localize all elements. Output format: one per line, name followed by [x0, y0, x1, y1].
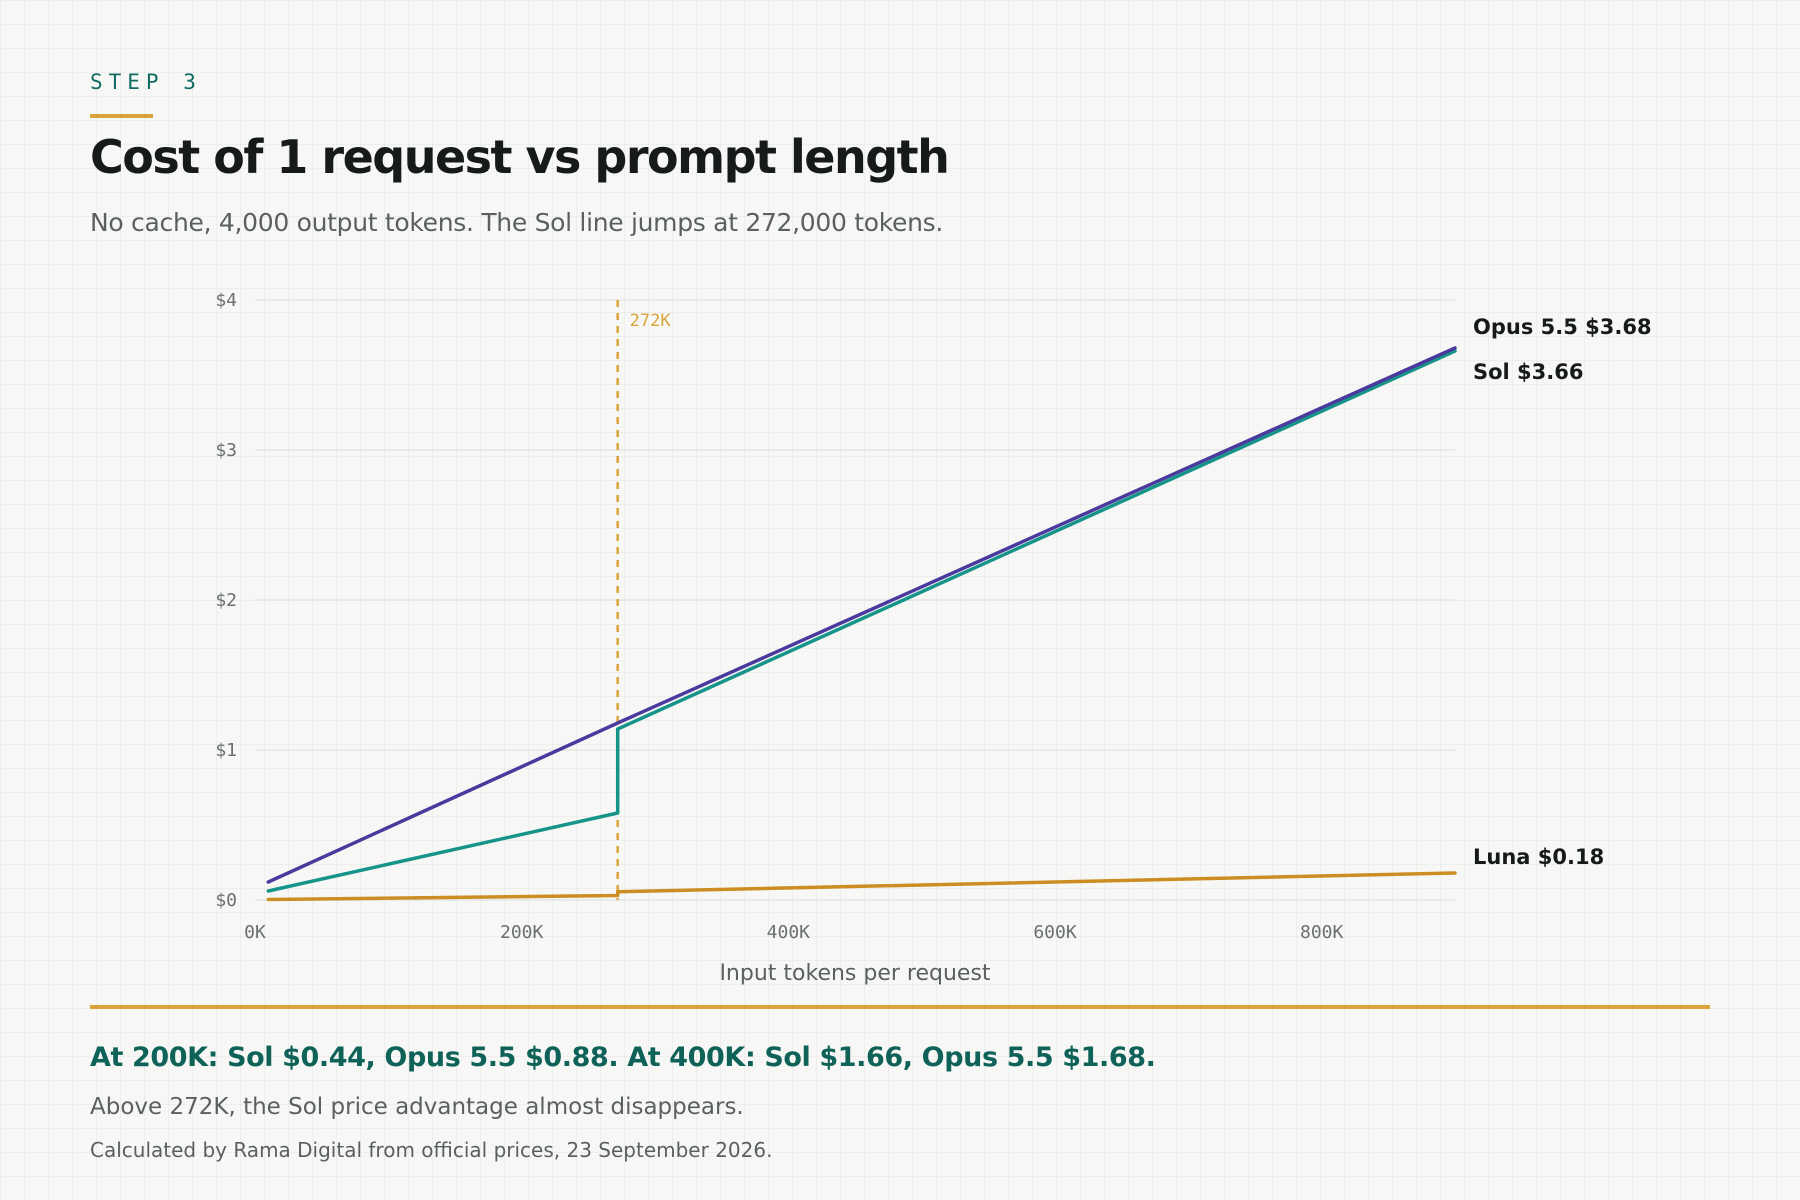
series-line-sol: [266, 349, 1457, 893]
y-tick-label: $4: [215, 290, 237, 311]
step-label: STEP 3: [90, 70, 202, 94]
x-tick-label: 800K: [1300, 922, 1344, 943]
y-tick-label: $0: [215, 890, 237, 911]
step-underline: [90, 114, 153, 118]
y-tick-label: $3: [215, 440, 237, 461]
x-axis-title: Input tokens per request: [719, 961, 990, 986]
series-line-opus-5-5: [266, 346, 1457, 884]
x-tick-label: 200K: [500, 922, 544, 943]
series-end-label: Sol $3.66: [1473, 360, 1584, 384]
y-tick-label: $2: [215, 590, 237, 611]
source-text: Calculated by Rama Digital from official…: [90, 1138, 773, 1162]
chart-grid: [255, 299, 1455, 901]
x-tick-label: 600K: [1033, 922, 1077, 943]
series-end-label: Luna $0.18: [1473, 845, 1604, 869]
section-divider: [90, 1005, 1710, 1009]
x-tick-label: 400K: [767, 922, 811, 943]
page-title: Cost of 1 request vs prompt length: [90, 130, 950, 184]
page-subtitle: No cache, 4,000 output tokens. The Sol l…: [90, 208, 944, 237]
series-end-label: Opus 5.5 $3.68: [1473, 315, 1652, 339]
y-tick-label: $1: [215, 740, 237, 761]
takeaway-text: At 200K: Sol $0.44, Opus 5.5 $0.88. At 4…: [90, 1042, 1156, 1073]
chart-labels: $0 $1 $2 $3 $4 0K 200K 400K 600K 800K Input tokens…: [215, 290, 1651, 986]
chart-series: [266, 346, 1457, 902]
threshold-label: 272K: [630, 311, 672, 331]
x-tick-label: 0K: [244, 922, 266, 943]
series-line-luna: [266, 871, 1457, 902]
note-text: Above 272K, the Sol price advantage almo…: [90, 1094, 744, 1120]
cost-line-chart: $0 $1 $2 $3 $4 0K 200K 400K 600K 800K Input tokens…: [215, 290, 1651, 986]
